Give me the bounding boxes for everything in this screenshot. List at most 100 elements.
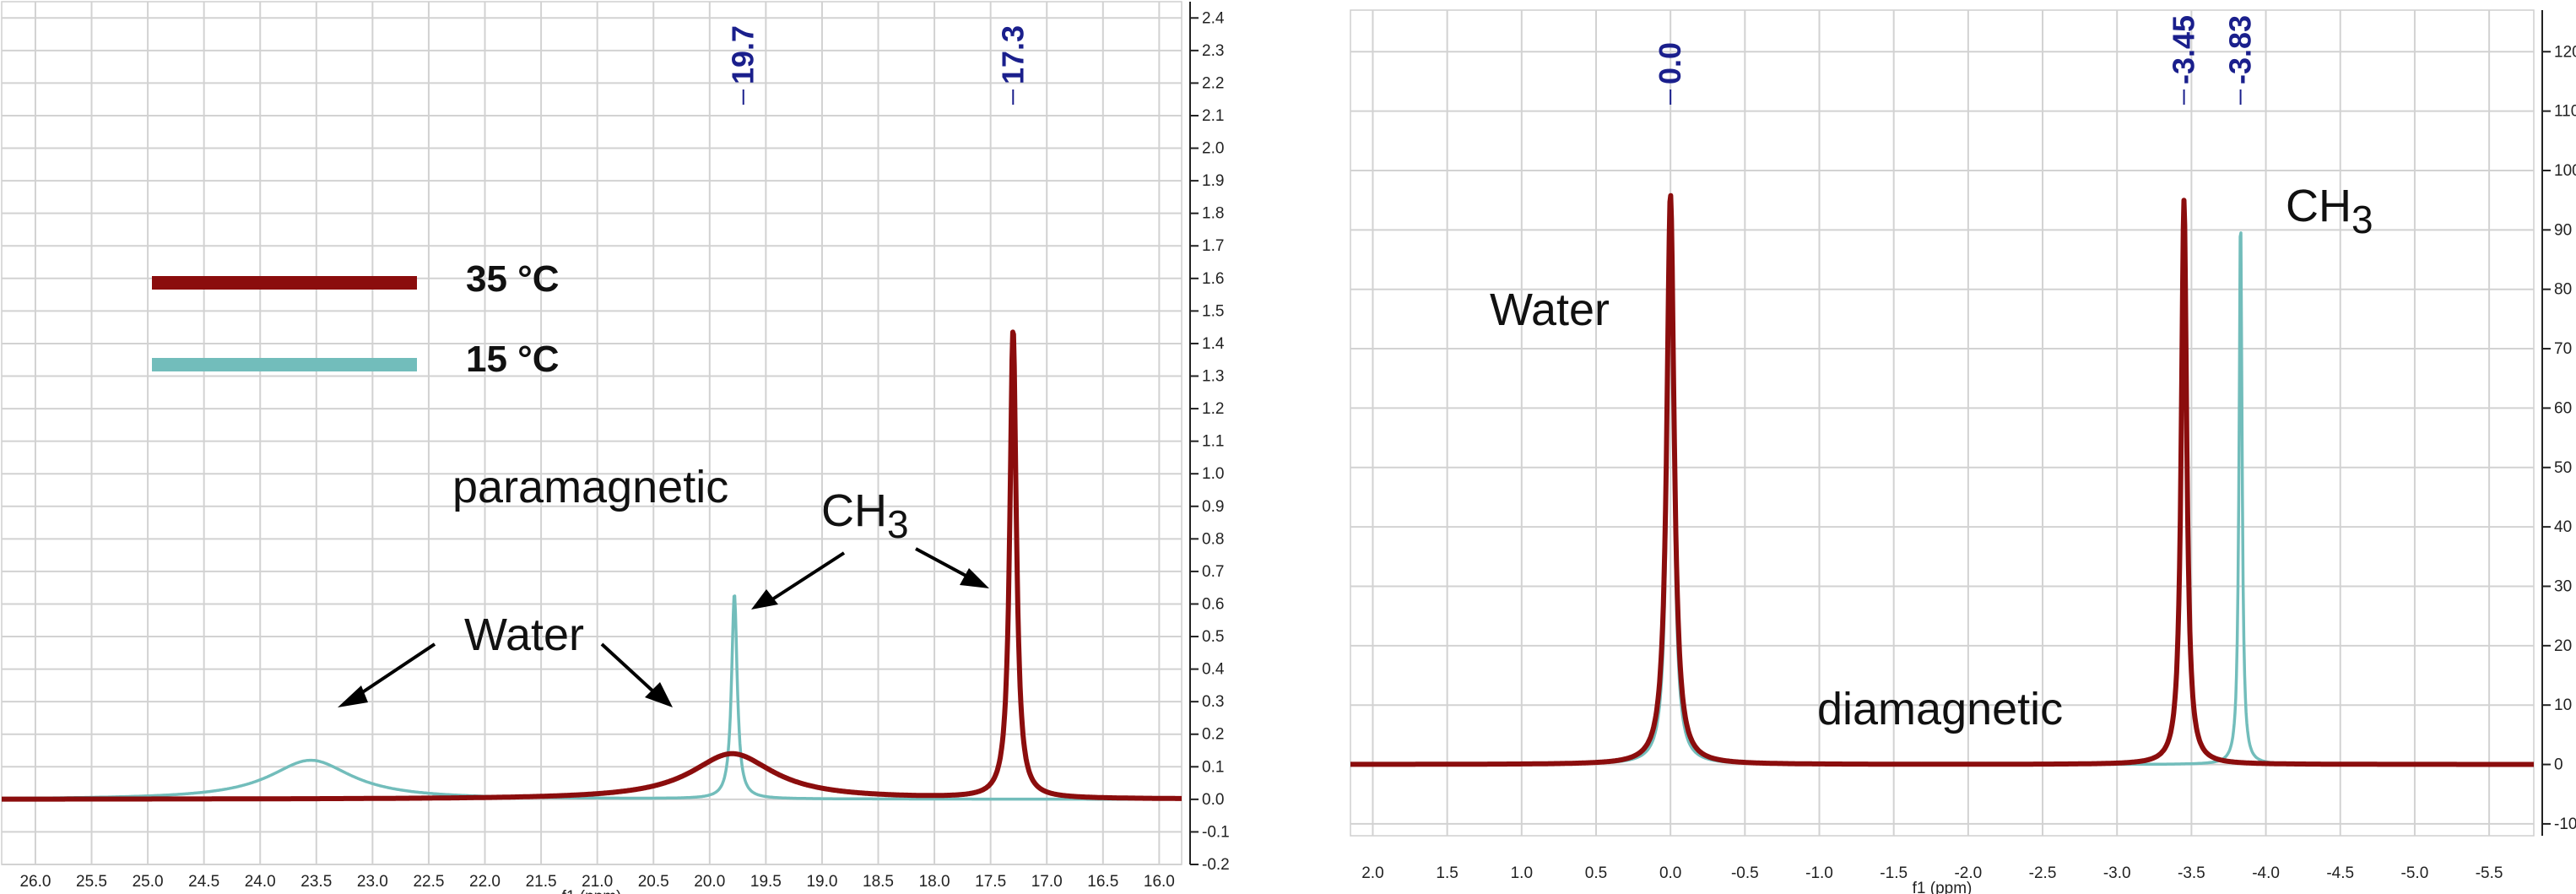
- y-tick-label: 2.1: [1202, 107, 1224, 125]
- ch3-subscript: 3: [2351, 198, 2373, 241]
- y-tick-label: 1.0: [1202, 465, 1224, 483]
- y-tick-label: 60: [2554, 399, 2572, 417]
- y-tick-label: 1.2: [1202, 400, 1224, 418]
- annotation-arrows-left: [338, 547, 989, 707]
- y-tick-label: -10: [2554, 815, 2576, 833]
- legend: 35 °C 15 °C: [152, 258, 560, 380]
- x-tick-label: 0.5: [1585, 864, 1607, 882]
- x-tick-label: -2.0: [1954, 864, 1982, 882]
- x-tick-label: -5.5: [2476, 864, 2503, 882]
- x-tick-label: -1.0: [1805, 864, 1833, 882]
- x-tick-label: 23.0: [357, 873, 388, 891]
- x-tick-label: 17.0: [1031, 873, 1063, 891]
- annotation-water-left: Water: [464, 610, 584, 660]
- annotation-water-right: Water: [1490, 284, 1610, 335]
- annotation-ch3-left: CH3: [821, 485, 909, 546]
- y-tick-label: 0.3: [1202, 693, 1224, 711]
- y-tick-label: 30: [2554, 577, 2572, 595]
- x-tick-label: -3.5: [2178, 864, 2205, 882]
- x-tick-label: -2.5: [2029, 864, 2057, 882]
- y-tick-label: 0.6: [1202, 595, 1224, 613]
- x-axis-label: f1 (ppm): [562, 888, 622, 894]
- y-tick-label: 40: [2554, 518, 2572, 536]
- x-tick-label: -5.0: [2401, 864, 2429, 882]
- diamagnetic-spectrum-panel: 2.0 1.5 1.0 0.5 0.0 -0.5 -1.0 -1.5 -2.0 -2.5 -3.0 -…: [1348, 9, 2576, 894]
- y-tick-label: 0.2: [1202, 726, 1224, 744]
- x-tick-label: 24.5: [188, 873, 219, 891]
- y-tick-label: -0.2: [1202, 856, 1230, 874]
- x-tick-label: 25.0: [133, 873, 164, 891]
- annotation-ch3-right: CH3: [2286, 181, 2373, 241]
- legend-label-15c: 15 °C: [466, 339, 560, 380]
- y-tick-label: 10: [2554, 696, 2572, 714]
- x-tick-label: 22.5: [413, 873, 444, 891]
- y-tick-label: 0.7: [1202, 563, 1224, 581]
- x-tick-label: 21.0: [582, 873, 613, 891]
- x-tick-label: 18.5: [863, 873, 894, 891]
- paramagnetic-spectrum-panel: 26.0 25.5 25.0 24.5 24.0 23.5 23.0 22.5 22.0 21.5…: [0, 1, 1230, 894]
- y-tick-label: 70: [2554, 340, 2572, 358]
- y-tick-label: 1.6: [1202, 270, 1224, 288]
- x-tick-label: -0.5: [1731, 864, 1759, 882]
- y-tick-label: 0.9: [1202, 498, 1224, 516]
- y-tick-label: 1.3: [1202, 368, 1224, 386]
- y-tick-label: 50: [2554, 459, 2572, 477]
- y-tick-label: 2.3: [1202, 42, 1224, 60]
- x-tick-label: 22.0: [469, 873, 501, 891]
- ch3-main: CH: [2286, 181, 2351, 231]
- y-tick-label: 1.9: [1202, 172, 1224, 190]
- x-tick-label: 16.5: [1087, 873, 1118, 891]
- x-tick-label: 26.0: [19, 873, 51, 891]
- arrow-head: [960, 568, 989, 588]
- y-tick-label: 1.1: [1202, 433, 1224, 451]
- x-tick-label: 2.0: [1361, 864, 1383, 882]
- spectrum-line-15c: [1, 594, 1182, 801]
- x-tick-label: 1.5: [1436, 864, 1458, 882]
- y-tick-label: 0.8: [1202, 530, 1224, 548]
- y-tick-label: 120: [2554, 43, 2576, 61]
- y-tick-label: 2.4: [1202, 9, 1225, 27]
- legend-label-35c: 35 °C: [466, 258, 560, 300]
- ch3-main: CH: [821, 485, 887, 536]
- spectrum-line-35c: [1348, 192, 2536, 767]
- legend-swatch-15c: [152, 358, 417, 371]
- x-tick-label: 25.5: [76, 873, 107, 891]
- legend-swatch-35c: [152, 276, 417, 290]
- y-tick-label: 1.7: [1202, 237, 1224, 255]
- y-tick-label: 0.5: [1202, 628, 1224, 646]
- x-tick-label: -3.0: [2103, 864, 2131, 882]
- y-tick-label: 0.4: [1202, 661, 1225, 679]
- peak-label: -3.83: [2223, 15, 2258, 84]
- arrow-head: [751, 589, 778, 610]
- ch3-subscript: 3: [887, 502, 909, 546]
- y-tick-label: 0.0: [1202, 791, 1224, 809]
- x-tick-label: 19.0: [806, 873, 837, 891]
- y-tick-label: 1.5: [1202, 302, 1224, 320]
- x-tick-label: 19.5: [750, 873, 782, 891]
- y-tick-label: 100: [2554, 162, 2576, 180]
- spectrum-line-35c: [0, 329, 1184, 802]
- y-tick-label: 1.8: [1202, 205, 1224, 223]
- peak-label: 0.0: [1653, 42, 1687, 84]
- peak-label: 19.7: [726, 25, 760, 84]
- y-tick-label: 0.1: [1202, 758, 1224, 776]
- x-tick-label: 17.5: [975, 873, 1006, 891]
- plot-frame: [1350, 9, 2535, 837]
- y-tick-label: 90: [2554, 221, 2572, 239]
- y-tick-label: 1.4: [1202, 335, 1225, 353]
- x-tick-label: -4.5: [2326, 864, 2354, 882]
- x-tick-label: 18.0: [919, 873, 950, 891]
- annotation-diamagnetic: diamagnetic: [1817, 684, 2063, 734]
- x-tick-label: 16.0: [1144, 873, 1175, 891]
- x-tick-label: 21.5: [526, 873, 557, 891]
- x-tick-label: 20.5: [638, 873, 669, 891]
- peak-label: -3.45: [2167, 15, 2201, 84]
- peak-label: 17.3: [995, 25, 1030, 84]
- arrow-head: [338, 685, 368, 707]
- y-tick-label: 110: [2554, 103, 2576, 121]
- x-axis-label: f1 (ppm): [1913, 880, 1973, 894]
- x-tick-label: 20.0: [694, 873, 725, 891]
- x-tick-label: -1.5: [1880, 864, 1908, 882]
- y-tick-label: 20: [2554, 637, 2572, 655]
